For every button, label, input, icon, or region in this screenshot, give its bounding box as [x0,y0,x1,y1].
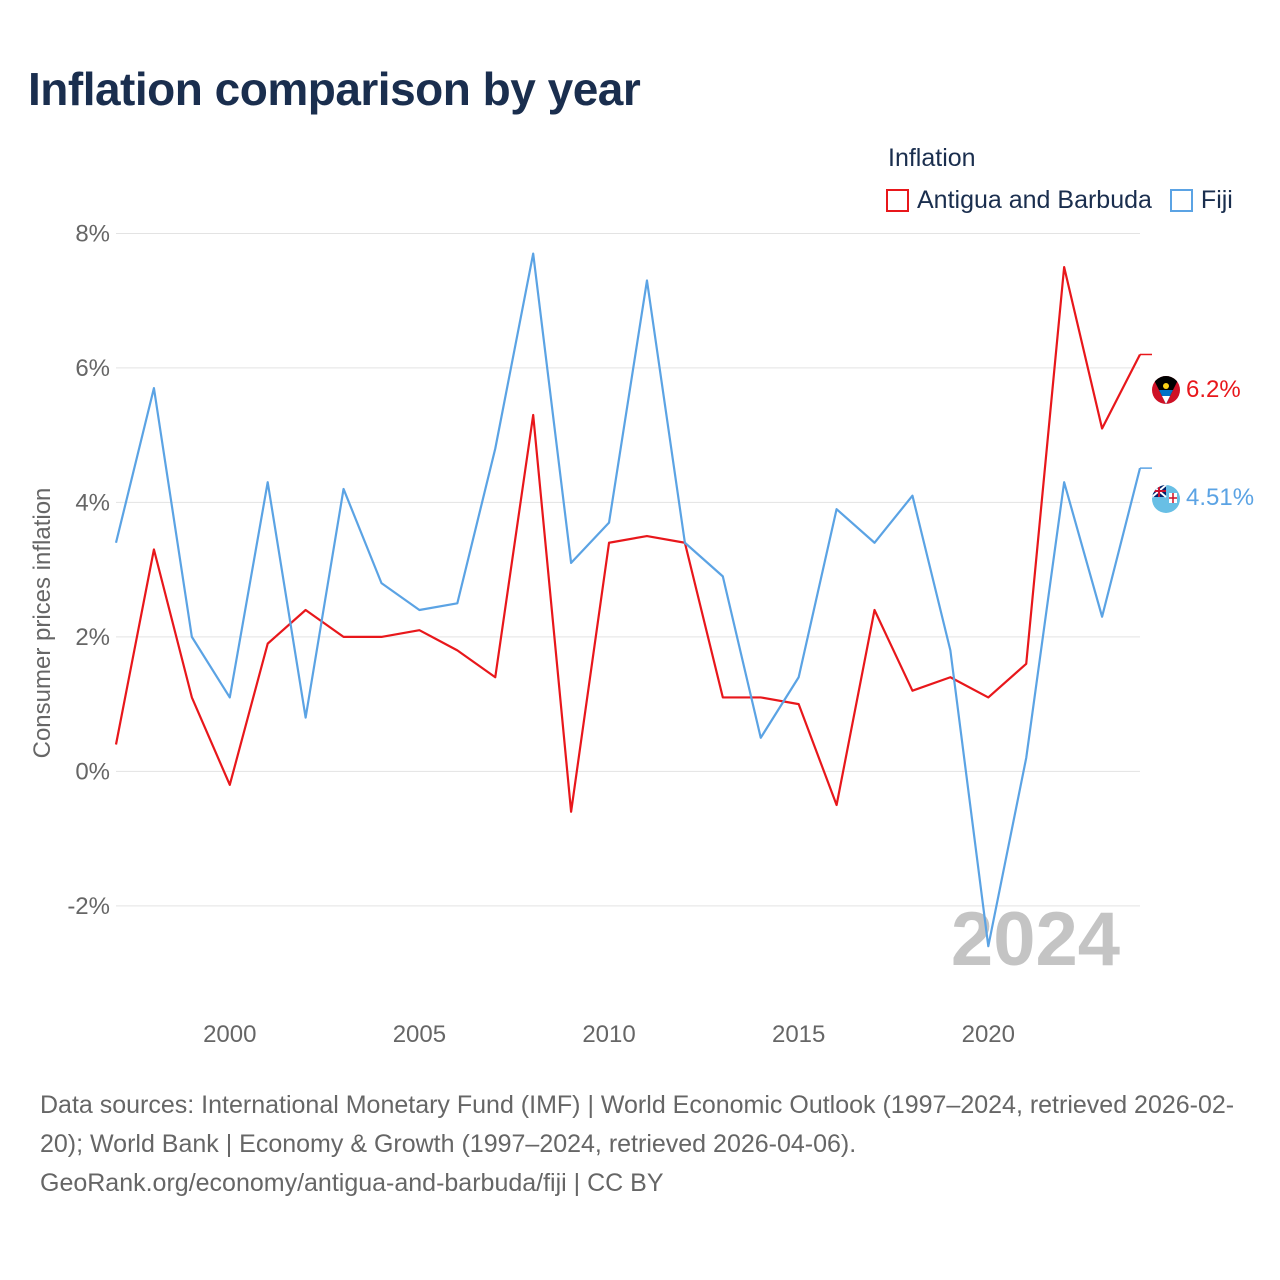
x-tick-label: 2000 [203,1021,256,1048]
x-tick-label: 2020 [962,1021,1015,1048]
y-tick-label: 8% [75,220,110,247]
y-tick-label: 0% [75,758,110,785]
line-chart: -2%0%2%4%6%8% 2000 2005 2010 2015 2020 2024 … [29,220,1254,1048]
antigua-flag-icon [1152,376,1180,404]
legend: Antigua and Barbuda Fiji [886,186,1251,215]
y-tick-label: 4% [75,489,110,516]
end-label-antigua: 6.2% [1186,376,1241,403]
x-tick-label: 2010 [582,1021,635,1048]
legend-swatch-antigua [886,189,909,212]
legend-item-fiji[interactable]: Fiji [1169,186,1233,215]
x-tick-label: 2015 [772,1021,825,1048]
fiji-flag-icon [1152,485,1180,513]
end-label-fiji: 4.51% [1186,484,1254,511]
legend-item-antigua[interactable]: Antigua and Barbuda [886,186,1152,215]
y-tick-label: -2% [67,893,110,920]
gridlines [116,232,1140,907]
x-tick-label: 2005 [393,1021,446,1048]
legend-label-fiji: Fiji [1200,186,1233,214]
attribution-link[interactable]: GeoRank.org/economy/antigua-and-barbuda/… [40,1169,664,1197]
y-axis-ticks: -2% 0% 2% 4% 6% 8% [67,220,110,919]
series-line-antigua[interactable] [114,265,1141,813]
legend-swatch-fiji [1169,189,1193,212]
y-axis-label: Consumer prices inflation [29,488,56,759]
chart-title: Inflation comparison by year [28,63,641,115]
series-line-fiji[interactable] [114,252,1142,948]
data-sources: Data sources: International Monetary Fun… [40,1091,1235,1158]
footer: Data sources: International Monetary Fun… [40,1086,1250,1203]
year-watermark: 2024 [951,897,1120,982]
y-tick-label: 6% [75,355,110,382]
legend-title: Inflation [888,144,976,172]
legend-label-antigua: Antigua and Barbuda [917,186,1152,214]
y-tick-label: 2% [75,624,110,651]
x-axis-ticks: 2000 2005 2010 2015 2020 [203,1021,1015,1048]
